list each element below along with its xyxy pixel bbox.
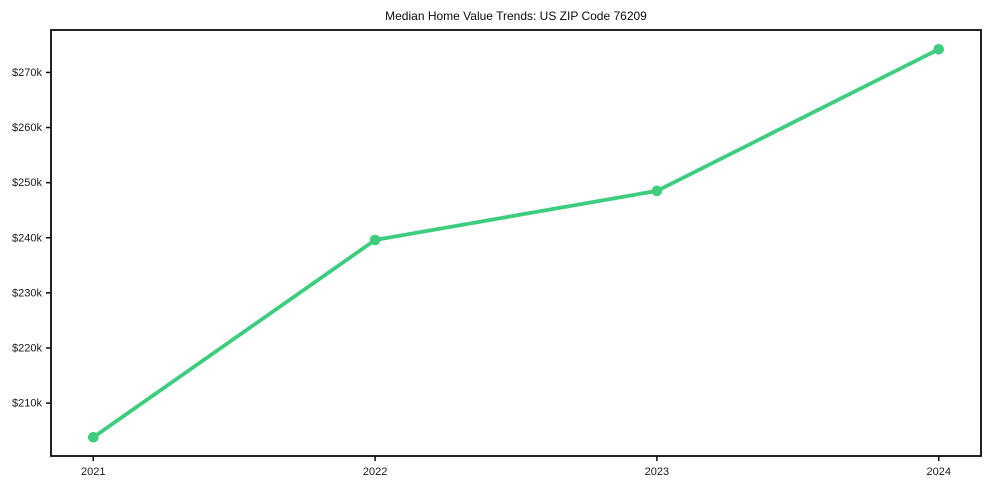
y-tick-label: $270k: [12, 67, 42, 79]
data-point-marker: [651, 185, 663, 197]
y-tick-label: $230k: [12, 287, 42, 299]
x-tick-label: 2022: [363, 466, 387, 478]
data-point-marker: [88, 432, 99, 443]
data-point-marker: [369, 234, 381, 246]
plot-area: $210k $220k $230k $240k $250k $260k $270k 2021 2…: [12, 29, 982, 478]
y-tick-label: $250k: [12, 177, 42, 189]
chart-title: Median Home Value Trends: US ZIP Code 76…: [385, 9, 647, 23]
x-tick-label: 2023: [645, 466, 669, 478]
x-tick-label: 2024: [926, 466, 950, 478]
x-tick-label: 2021: [81, 466, 105, 478]
y-tick-label: $260k: [12, 122, 42, 134]
plot-border: [50, 29, 982, 457]
y-tick-label: $220k: [12, 342, 42, 354]
data-point-marker: [933, 44, 944, 55]
trend-line: [91, 47, 941, 440]
y-tick-label: $210k: [12, 398, 42, 410]
y-tick-label: $240k: [12, 232, 42, 244]
